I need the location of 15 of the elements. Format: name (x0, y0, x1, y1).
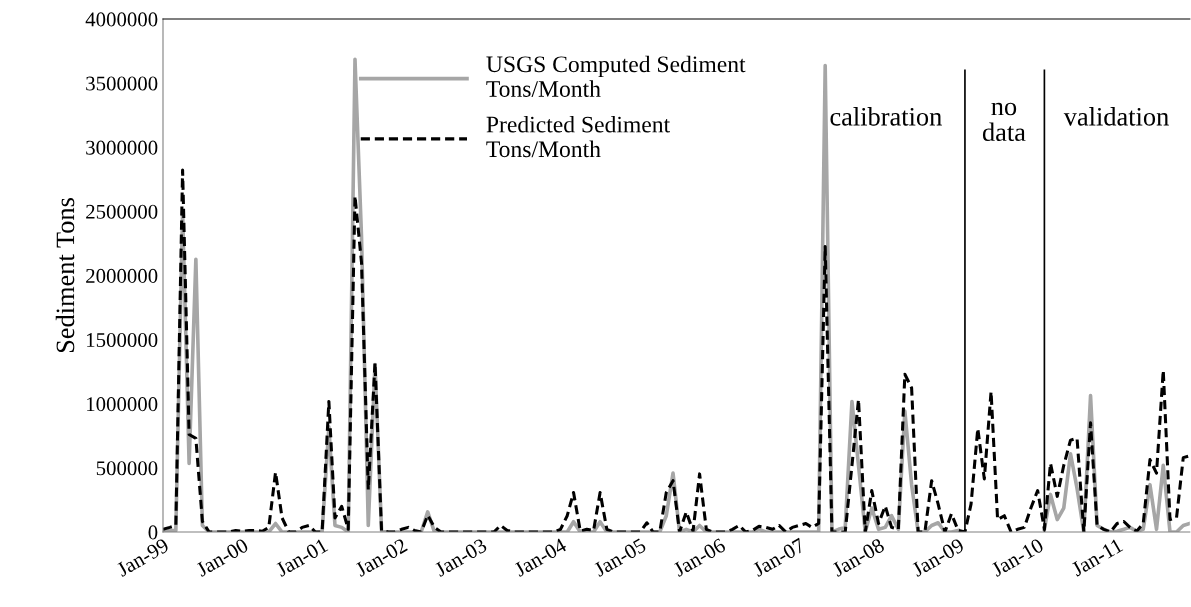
y-tick-label: 0 (148, 525, 158, 540)
legend-label: USGS Computed Sediment Tons/Month (486, 55, 746, 97)
y-tick-label: 1000000 (87, 397, 158, 412)
annotation: calibration (830, 107, 942, 126)
y-tick-label: 3000000 (86, 140, 158, 155)
y-axis-title: Sediment Tons (55, 198, 75, 353)
legend-label: Predicted Sediment Tons/Month (486, 115, 671, 158)
y-tick-label: 3500000 (86, 76, 158, 91)
y-tick-label: 500000 (96, 461, 158, 476)
y-tick-label: 1500000 (87, 333, 158, 348)
y-tick-label: 4000000 (85, 12, 158, 27)
y-tick-label: 2000000 (86, 268, 158, 283)
annotation: validation (1063, 107, 1169, 126)
y-tick-label: 2500000 (86, 204, 158, 219)
annotation: no data (982, 102, 1026, 142)
